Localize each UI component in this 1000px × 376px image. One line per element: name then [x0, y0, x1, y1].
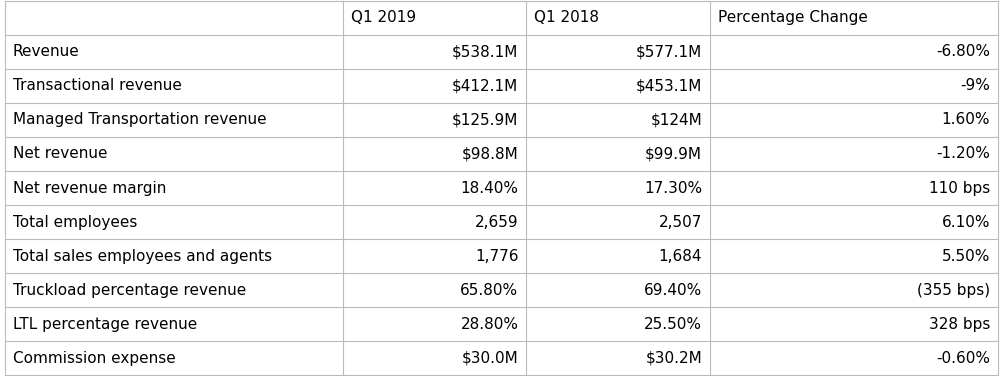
- Text: LTL percentage revenue: LTL percentage revenue: [13, 317, 197, 332]
- Text: $412.1M: $412.1M: [452, 78, 518, 93]
- Text: Percentage Change: Percentage Change: [718, 10, 868, 25]
- Text: -9%: -9%: [960, 78, 990, 93]
- Text: 6.10%: 6.10%: [942, 215, 990, 229]
- Text: $453.1M: $453.1M: [636, 78, 702, 93]
- Text: Transactional revenue: Transactional revenue: [13, 78, 182, 93]
- Text: 17.30%: 17.30%: [644, 180, 702, 196]
- Text: Managed Transportation revenue: Managed Transportation revenue: [13, 112, 267, 127]
- Text: 1,684: 1,684: [659, 249, 702, 264]
- Text: 328 bps: 328 bps: [929, 317, 990, 332]
- Text: 5.50%: 5.50%: [942, 249, 990, 264]
- Text: Revenue: Revenue: [13, 44, 80, 59]
- Text: $124M: $124M: [650, 112, 702, 127]
- Text: Net revenue margin: Net revenue margin: [13, 180, 166, 196]
- Text: Q1 2019: Q1 2019: [351, 10, 416, 25]
- Text: $30.0M: $30.0M: [462, 351, 518, 366]
- Text: -0.60%: -0.60%: [936, 351, 990, 366]
- Text: Truckload percentage revenue: Truckload percentage revenue: [13, 283, 246, 298]
- Text: $577.1M: $577.1M: [636, 44, 702, 59]
- Text: Total sales employees and agents: Total sales employees and agents: [13, 249, 272, 264]
- Text: -1.20%: -1.20%: [936, 147, 990, 161]
- Text: 18.40%: 18.40%: [460, 180, 518, 196]
- Text: Commission expense: Commission expense: [13, 351, 176, 366]
- Text: Total employees: Total employees: [13, 215, 137, 229]
- Text: 25.50%: 25.50%: [644, 317, 702, 332]
- Text: 1.60%: 1.60%: [942, 112, 990, 127]
- Text: Q1 2018: Q1 2018: [534, 10, 599, 25]
- Text: 69.40%: 69.40%: [644, 283, 702, 298]
- Text: 65.80%: 65.80%: [460, 283, 518, 298]
- Text: 2,659: 2,659: [475, 215, 518, 229]
- Text: $538.1M: $538.1M: [452, 44, 518, 59]
- Text: $99.9M: $99.9M: [645, 147, 702, 161]
- Text: 110 bps: 110 bps: [929, 180, 990, 196]
- Text: (355 bps): (355 bps): [917, 283, 990, 298]
- Text: 28.80%: 28.80%: [460, 317, 518, 332]
- Text: 2,507: 2,507: [659, 215, 702, 229]
- Text: $125.9M: $125.9M: [452, 112, 518, 127]
- Text: -6.80%: -6.80%: [936, 44, 990, 59]
- Text: $98.8M: $98.8M: [462, 147, 518, 161]
- Text: $30.2M: $30.2M: [645, 351, 702, 366]
- Text: Net revenue: Net revenue: [13, 147, 107, 161]
- Text: 1,776: 1,776: [475, 249, 518, 264]
